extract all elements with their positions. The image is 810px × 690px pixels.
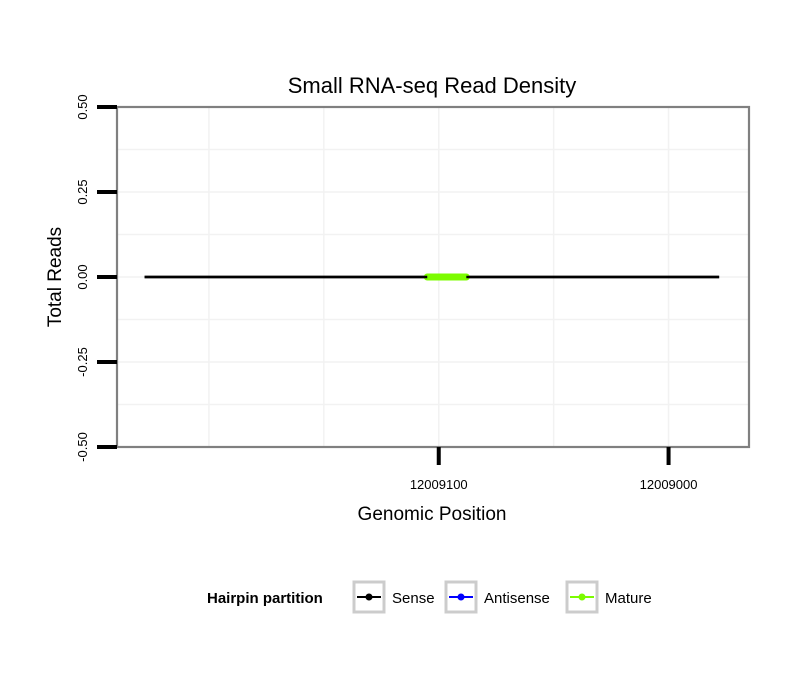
plot-panel — [115, 105, 751, 449]
y-tick-label: -0.25 — [75, 347, 90, 377]
legend-key-point — [365, 593, 373, 601]
x-axis-title: Genomic Position — [358, 504, 507, 525]
y-tick-label: 0.50 — [75, 94, 90, 119]
legend-items: Sense Antisense Mature — [352, 580, 652, 614]
x-tick-label: 12009000 — [640, 477, 698, 492]
chart-title: Small RNA-seq Read Density — [288, 73, 577, 98]
y-tick-label: 0.25 — [75, 179, 90, 204]
x-axis: 12009100 12009000 — [410, 447, 698, 492]
y-tick-label: -0.50 — [75, 432, 90, 462]
y-axis-title: Total Reads — [45, 227, 66, 327]
x-tick-label: 12009100 — [410, 477, 468, 492]
legend-label-antisense: Antisense — [484, 590, 550, 607]
legend: Hairpin partition Sense Antisense Mature — [207, 580, 652, 614]
legend-key-point — [457, 593, 465, 601]
y-axis: 0.50 0.25 0.00 -0.25 -0.50 — [75, 94, 117, 462]
legend-key-point — [578, 593, 586, 601]
legend-title: Hairpin partition — [207, 590, 323, 607]
legend-label-sense: Sense — [392, 590, 435, 607]
legend-key-box — [565, 580, 599, 614]
y-tick-label: 0.00 — [75, 264, 90, 289]
legend-label-mature: Mature — [605, 590, 652, 607]
